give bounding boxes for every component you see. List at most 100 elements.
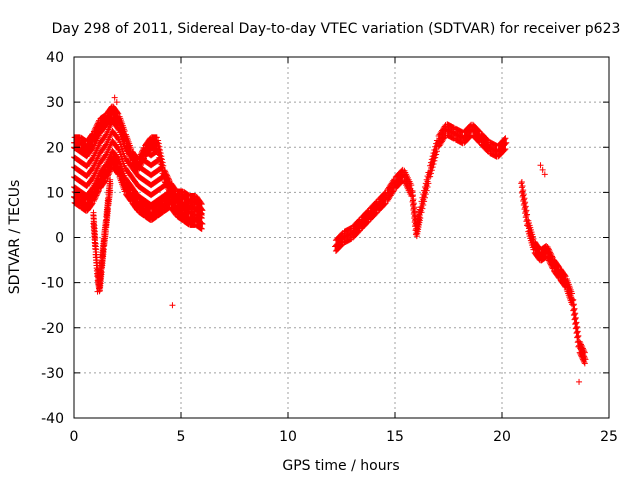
data-point [523,212,530,219]
data-point [356,228,363,235]
data-point [581,348,588,355]
x-tick-label: 20 [493,429,511,445]
outlier-point [94,288,101,295]
data-point [431,157,438,164]
data-point [519,188,526,195]
data-point [522,208,529,215]
data-point [520,196,527,203]
data-point [521,195,528,202]
data-point [162,169,169,176]
data-point [430,160,437,167]
data-point [92,234,99,241]
data-point [433,148,440,155]
data-points [71,94,589,385]
data-point [580,352,587,359]
data-point [572,315,579,322]
outlier-point [111,94,118,101]
data-point [151,140,158,147]
data-point [433,151,440,158]
series-arc-3 [518,178,589,367]
data-point [408,182,415,189]
data-point [579,344,586,351]
y-tick-labels: -40 -30 -20 -10 0 10 20 30 40 [41,50,64,427]
data-point [115,116,122,123]
x-tick-label: 15 [386,429,404,445]
data-point [155,147,162,154]
data-point [156,143,163,150]
outlier-point [113,99,120,106]
data-point [198,220,205,227]
data-point [153,134,160,141]
data-point [581,353,588,360]
y-tick-label: -20 [41,321,64,337]
series-arc-1-band [71,108,205,227]
x-tick-label: 25 [600,429,618,445]
data-point [390,188,397,195]
data-point [524,216,531,223]
data-point [156,156,163,163]
data-point [545,246,552,253]
data-point [573,324,580,331]
data-point [160,173,167,180]
data-point [197,209,204,216]
data-point [421,198,428,205]
data-point [572,320,579,327]
data-point [432,154,439,161]
data-point [422,191,429,198]
y-tick-label: 20 [46,140,64,156]
data-point [522,204,529,211]
outlier-point [539,166,546,173]
data-point [523,207,530,214]
data-point [580,346,587,353]
data-point [518,180,525,187]
data-point [572,310,579,317]
data-point [423,187,430,194]
data-point [581,349,588,356]
data-point [164,180,171,187]
x-tick-label: 0 [70,429,79,445]
y-tick-label: 30 [46,95,64,111]
data-point [421,194,428,201]
data-point [475,128,482,135]
data-point [548,252,555,259]
data-point [501,146,508,153]
data-point [364,219,371,226]
outlier-point [169,302,176,309]
data-point [570,296,577,303]
data-point [577,341,584,348]
data-point [198,210,205,217]
data-point [518,178,525,185]
data-point [569,297,576,304]
data-point [582,356,589,363]
data-point [198,200,205,207]
data-point [574,333,581,340]
x-tick-label: 10 [279,429,297,445]
data-point [364,208,371,215]
data-point [519,183,526,190]
y-tick-label: 0 [55,231,64,247]
data-point [424,183,431,190]
data-point [160,173,167,180]
chart-title: Day 298 of 2011, Sidereal Day-to-day VTE… [52,21,621,37]
y-axis-title: SDTVAR / TECUs [7,180,23,295]
data-point [501,136,508,143]
data-point [502,135,509,142]
data-point [568,290,575,297]
data-point [520,191,527,198]
data-point [578,342,585,349]
data-point [417,215,424,222]
data-point [571,311,578,318]
data-point [197,219,204,226]
data-point [157,155,164,162]
series-arc-1-dip [90,176,114,295]
data-point [520,192,527,199]
data-point [581,360,588,367]
outlier-point [541,171,548,178]
data-point [503,139,510,146]
data-point [547,249,554,256]
data-point [150,140,157,147]
x-axis-title: GPS time / hours [282,458,399,474]
data-point [425,180,432,187]
data-point [427,173,434,180]
outlier-point [537,162,544,169]
